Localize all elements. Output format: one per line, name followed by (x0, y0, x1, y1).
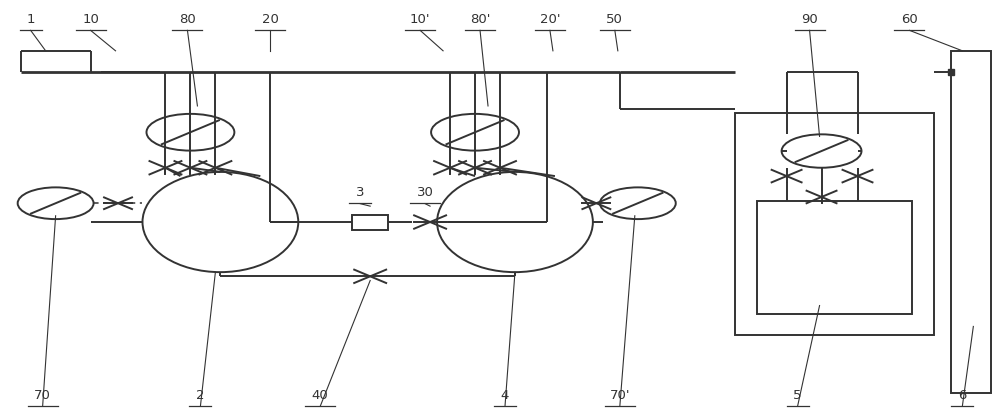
Text: 10: 10 (82, 13, 99, 26)
Text: 2: 2 (196, 389, 205, 402)
Text: 6: 6 (958, 389, 967, 402)
Text: 4: 4 (501, 389, 509, 402)
Bar (352, 215, 388, 230)
Text: 20: 20 (262, 13, 279, 26)
Text: 70': 70' (610, 389, 630, 402)
Text: 20': 20' (540, 13, 560, 26)
Text: 5: 5 (793, 389, 802, 402)
Text: 40: 40 (312, 389, 329, 402)
Text: 30: 30 (417, 186, 434, 199)
Text: 80': 80' (470, 13, 490, 26)
Text: 50: 50 (606, 13, 623, 26)
Text: 70: 70 (34, 389, 51, 402)
Text: 90: 90 (801, 13, 818, 26)
Bar (757, 201, 912, 314)
Text: 3: 3 (356, 186, 364, 199)
Bar (951, 51, 991, 393)
Text: 1: 1 (26, 13, 35, 26)
Bar (735, 114, 934, 335)
Text: 60: 60 (901, 13, 918, 26)
Text: 80: 80 (179, 13, 196, 26)
Text: 10': 10' (410, 13, 430, 26)
